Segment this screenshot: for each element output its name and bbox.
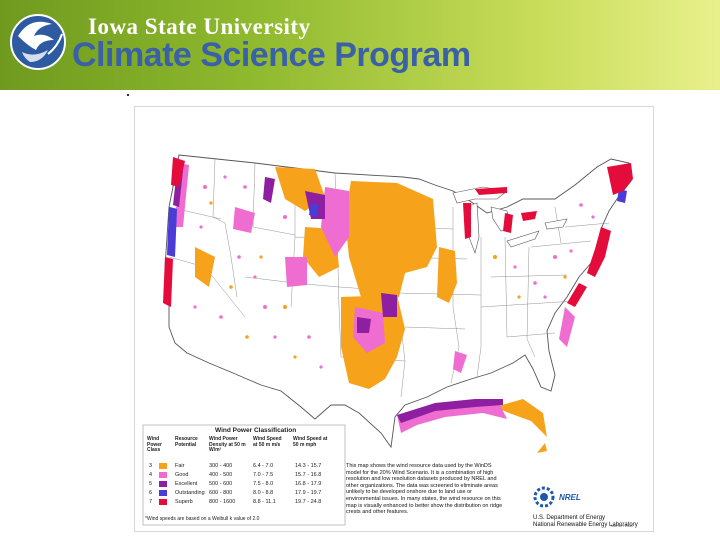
legend-speed-mph: 19.7 - 24.8 bbox=[295, 499, 322, 505]
legend-col-resource: Resource Potential bbox=[175, 436, 198, 448]
legend-density: 500 - 600 bbox=[209, 481, 233, 487]
legend-class: 3 bbox=[149, 463, 153, 469]
legend-speed-ms: 7.5 - 8.0 bbox=[253, 481, 274, 487]
legend-swatch-excellent bbox=[159, 481, 167, 487]
header-banner: Iowa State University Climate Science Pr… bbox=[0, 0, 720, 90]
university-name: Iowa State University bbox=[88, 14, 311, 39]
legend-col-class: Wind Power Class bbox=[147, 436, 163, 453]
legend-speed-mph: 14.3 - 15.7 bbox=[295, 463, 322, 469]
legend-density: 800 - 1600 bbox=[209, 499, 236, 505]
credit-line-2: National Renewable Energy Laboratory bbox=[533, 522, 638, 529]
legend-row-3: 3 Fair 300 - 400 6.4 - 7.0 14.3 - 15.7 bbox=[145, 463, 341, 470]
legend-row-5: 5 Excellent 500 - 600 7.5 - 8.0 16.8 - 1… bbox=[145, 481, 341, 488]
legend-class: 7 bbox=[149, 499, 153, 505]
legend-speed-ms: 6.4 - 7.0 bbox=[253, 463, 274, 469]
legend-swatch-superb bbox=[159, 499, 167, 505]
legend-potential: Excellent bbox=[175, 481, 198, 487]
wind-class-outstanding-regions bbox=[167, 189, 627, 257]
legend-class: 6 bbox=[149, 490, 153, 496]
legend-potential: Outstanding bbox=[175, 490, 205, 496]
legend-footnote: *Wind speeds are based on a Weibull k va… bbox=[145, 516, 260, 522]
credit: U.S. Department of Energy National Renew… bbox=[533, 515, 638, 529]
wind-class-superb-regions bbox=[163, 157, 633, 307]
legend-density: 400 - 500 bbox=[209, 472, 233, 478]
legend-col-density: Wind Power Density at 50 m W/m² bbox=[209, 436, 246, 453]
legend-class: 5 bbox=[149, 481, 153, 487]
legend-density: 300 - 400 bbox=[209, 463, 233, 469]
legend-speed-mph: 17.9 - 19.7 bbox=[295, 490, 322, 496]
lake-ontario bbox=[544, 218, 568, 230]
legend-speed-ms: 7.0 - 7.5 bbox=[253, 472, 274, 478]
legend-swatch-outstanding bbox=[159, 490, 167, 496]
map-description: This map shows the wind resource data us… bbox=[346, 463, 503, 516]
legend-potential: Good bbox=[175, 472, 189, 478]
nrel-gear-logo-icon bbox=[533, 486, 555, 508]
legend-title: Wind Power Classification bbox=[215, 427, 297, 434]
wind-resource-map: Wind Power Classification Wind Power Cla… bbox=[134, 106, 654, 532]
globe-swirl-logo-icon bbox=[10, 14, 66, 70]
map-date: MARCH 2008 bbox=[611, 524, 633, 528]
legend-potential: Fair bbox=[175, 463, 185, 469]
legend-class: 4 bbox=[149, 472, 153, 478]
us-wind-map bbox=[142, 154, 633, 526]
credit-line-1: U.S. Department of Energy bbox=[533, 515, 606, 521]
legend-density: 600 - 800 bbox=[209, 490, 233, 496]
stray-mark bbox=[127, 94, 129, 96]
scattered-wind-spots bbox=[193, 175, 595, 369]
legend-row-4: 4 Good 400 - 500 7.0 - 7.5 15.7 - 16.8 bbox=[145, 472, 341, 479]
nrel-logo-text: NREL bbox=[559, 493, 581, 502]
legend-speed-mph: 15.7 - 16.8 bbox=[295, 472, 322, 478]
legend-row-7: 7 Superb 800 - 1600 8.8 - 11.1 19.7 - 24… bbox=[145, 499, 341, 506]
legend-speed-mph: 16.8 - 17.9 bbox=[295, 481, 322, 487]
legend-potential: Superb bbox=[175, 499, 193, 505]
legend-col-speed-mph: Wind Speed at 50 m mph bbox=[293, 436, 328, 448]
legend-swatch-good bbox=[159, 472, 167, 478]
legend-speed-ms: 8.0 - 8.8 bbox=[253, 490, 274, 496]
scattered-fair-spots bbox=[209, 201, 567, 359]
legend-row-6: 6 Outstanding 600 - 800 8.0 - 8.8 17.9 -… bbox=[145, 490, 341, 497]
legend: Wind Power Classification Wind Power Cla… bbox=[145, 427, 341, 523]
legend-speed-ms: 8.8 - 11.1 bbox=[253, 499, 276, 505]
program-title: Climate Science Program bbox=[72, 36, 471, 74]
legend-col-speed-ms: Wind Speed at 50 m m/s bbox=[253, 436, 282, 448]
gulf-coast-band bbox=[397, 399, 503, 423]
legend-swatch-fair bbox=[159, 463, 167, 469]
legend-box bbox=[142, 424, 346, 526]
lake-erie bbox=[506, 230, 540, 248]
